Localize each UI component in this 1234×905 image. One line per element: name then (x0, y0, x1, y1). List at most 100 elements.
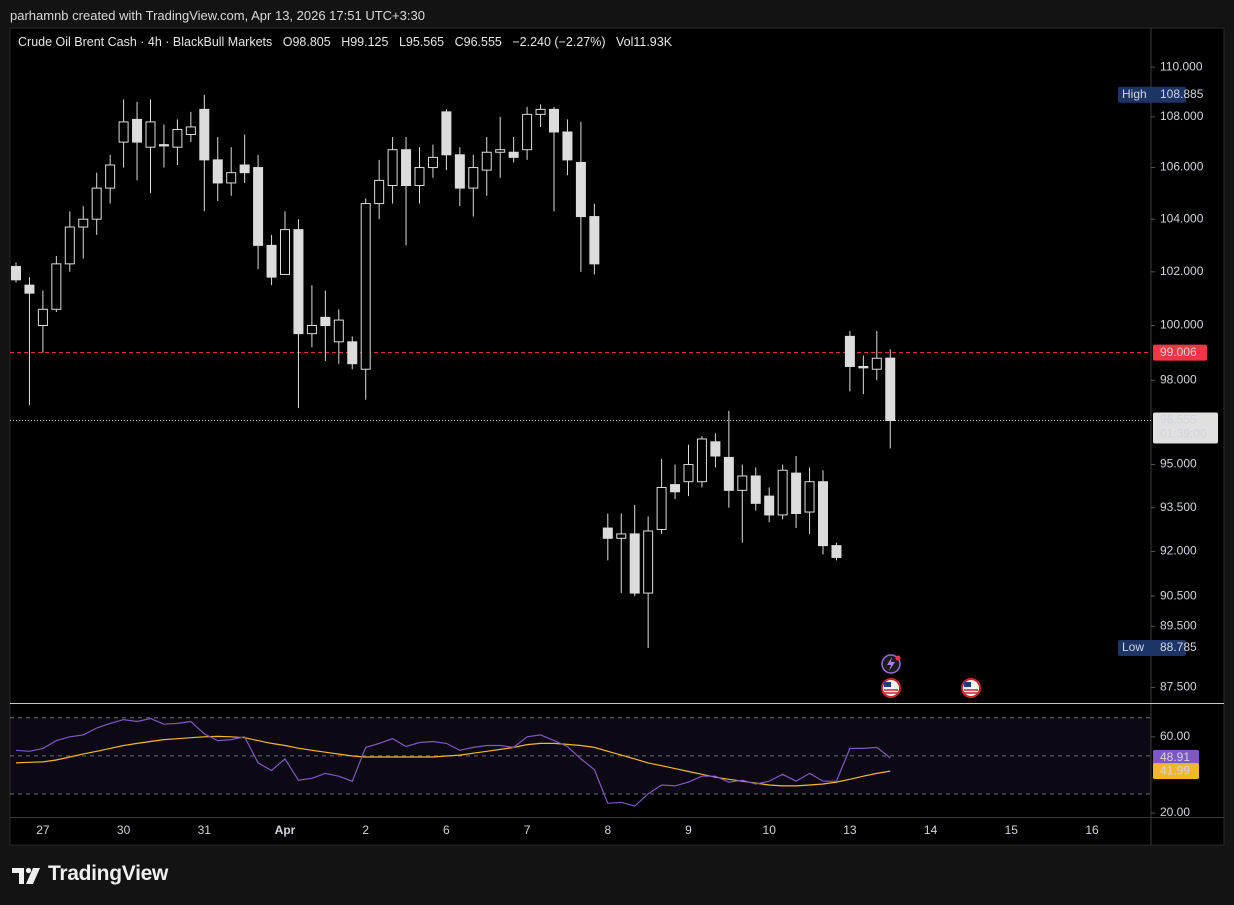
candle-body (710, 441, 721, 457)
candle-body (777, 469, 788, 516)
candle-body (535, 108, 546, 115)
y-tick-label: 104.000 (1160, 211, 1204, 225)
x-tick-label: 6 (443, 823, 450, 837)
candle-body (764, 495, 775, 516)
rsi-value-label: 48.91 (1160, 750, 1190, 764)
event-icons (881, 654, 981, 698)
rsi-y-tick-label: 20.00 (1160, 805, 1190, 819)
candle-body (226, 172, 237, 184)
x-tick-label: 15 (1005, 823, 1019, 837)
x-tick-label: 13 (843, 823, 857, 837)
x-tick-label: 10 (763, 823, 777, 837)
x-tick-label: 14 (924, 823, 938, 837)
candle-body (831, 545, 842, 558)
candle-body (172, 128, 183, 148)
candle-body (91, 187, 102, 220)
candle-body (441, 111, 452, 156)
candle-body (871, 357, 882, 370)
candle-body (549, 108, 559, 133)
candle-body (239, 164, 250, 174)
candle-body (145, 121, 156, 148)
candle-body (199, 108, 210, 161)
x-tick-label: 30 (117, 823, 131, 837)
candle-body (37, 308, 48, 327)
candle-body (683, 464, 694, 483)
event-flag[interactable] (961, 678, 981, 698)
price-label-bg (1153, 412, 1218, 444)
lightning-icon (887, 657, 895, 671)
candle-body (158, 144, 169, 147)
candle-body (11, 266, 21, 281)
marker-label-bg (1118, 86, 1186, 103)
y-tick-label: 95.000 (1160, 457, 1197, 471)
candle-body (24, 284, 35, 294)
candle-body (804, 481, 815, 513)
candle-body (427, 156, 438, 169)
flag-canton (964, 682, 971, 687)
candle-body (387, 149, 398, 187)
alert-label-bg (1153, 344, 1207, 361)
y-tick-label: 100.000 (1160, 318, 1204, 332)
x-tick-label: 8 (604, 823, 611, 837)
x-tick-label: 7 (524, 823, 531, 837)
flag-canton (884, 682, 891, 687)
candle-body (212, 159, 223, 184)
candle-body (347, 341, 358, 365)
y-tick-label: 98.000 (1160, 372, 1197, 386)
brand-name: TradingView (48, 862, 169, 885)
rsi-ma-line (15, 735, 891, 787)
flag-icon (961, 678, 981, 698)
y-tick-label: 92.000 (1160, 544, 1197, 558)
symbol-title[interactable]: Crude Oil Brent Cash · 4h · BlackBull Ma… (18, 35, 273, 49)
marker-value: 88.785 (1160, 640, 1197, 654)
x-tick-label: 27 (36, 823, 50, 837)
candle-body (602, 527, 613, 539)
rsi-y-tick-label: 60.00 (1160, 729, 1190, 743)
candle-body (696, 438, 707, 483)
candle-body (723, 456, 734, 491)
x-tick-label: 2 (362, 823, 369, 837)
logo-mark (25, 867, 32, 874)
event-dot (895, 655, 901, 661)
candle-body (750, 475, 761, 504)
y-tick-label: 110.000 (1160, 59, 1203, 73)
rsi-value-label: 41.99 (1160, 763, 1190, 777)
marker-label: Low (1122, 640, 1144, 654)
candle-body (374, 179, 385, 205)
marker-value: 108.885 (1160, 87, 1204, 101)
candles (11, 94, 896, 648)
candle-body (522, 113, 533, 151)
candle-body (64, 226, 75, 265)
symbol-legend: Crude Oil Brent Cash · 4h · BlackBull Ma… (18, 35, 679, 49)
candle-body (306, 325, 317, 335)
ohlc-open: O98.805 (282, 35, 331, 49)
candle-body (629, 533, 640, 594)
marker-label-bg (1118, 639, 1186, 656)
candle-body (51, 263, 62, 310)
rsi-value-bg (1153, 763, 1199, 780)
candle-body (616, 533, 627, 539)
candle-body (293, 229, 304, 335)
x-tick-label: 16 (1085, 823, 1099, 837)
candle-body (414, 167, 425, 187)
chart-frame (9, 27, 1225, 846)
y-tick-label: 89.500 (1160, 618, 1197, 632)
candle-body (791, 472, 802, 514)
candle-body (575, 161, 586, 218)
candle-body (737, 475, 748, 491)
candle-body (508, 151, 519, 158)
candle-body (320, 316, 331, 327)
candle-body (333, 319, 344, 343)
x-tick-label: Apr (275, 823, 296, 837)
x-tick-label: 9 (685, 823, 692, 837)
ohlc-close: C96.555 (454, 35, 502, 49)
event-flag[interactable] (881, 678, 901, 698)
candle-body (562, 131, 573, 161)
candle-body (818, 481, 828, 547)
y-tick-label: 102.000 (1160, 264, 1204, 278)
rsi-line (15, 717, 891, 807)
candle-body (589, 216, 600, 265)
candle-body (78, 218, 89, 228)
candle-body (670, 484, 681, 493)
